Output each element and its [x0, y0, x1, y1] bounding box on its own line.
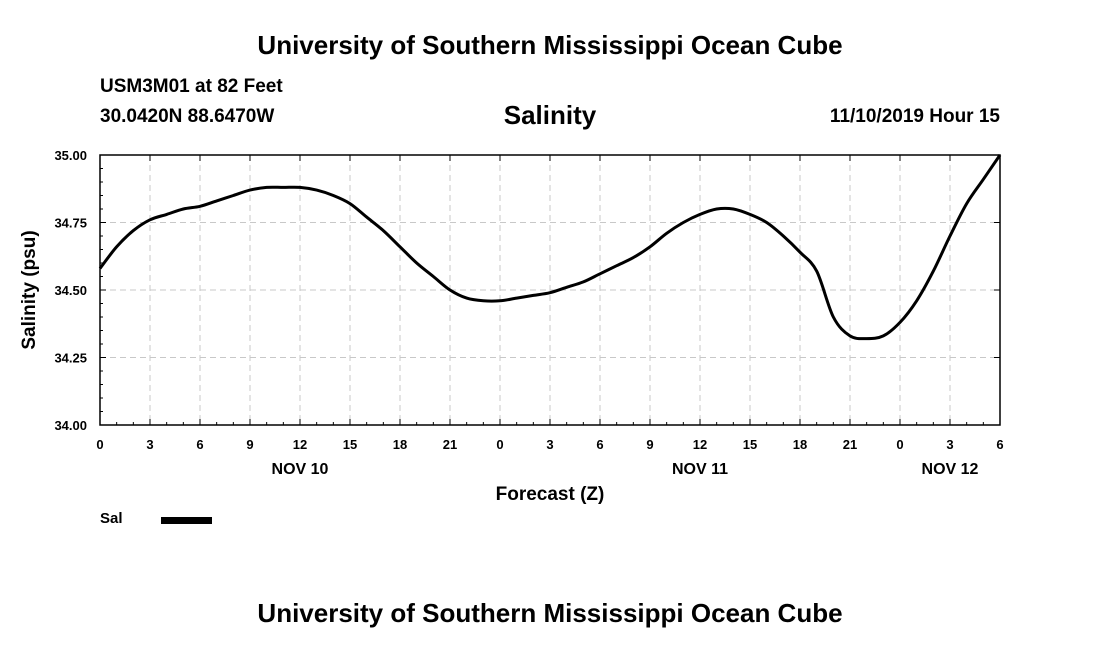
x-tick-label: 12 — [293, 437, 307, 452]
valid-time: 11/10/2019 Hour 15 — [829, 106, 1000, 127]
date-label: NOV 10 — [272, 461, 329, 478]
x-tick-label: 15 — [743, 437, 757, 452]
x-axis-label: Forecast (Z) — [496, 484, 605, 505]
y-axis-label: Salinity (psu) — [19, 230, 40, 349]
y-tick-label: 35.00 — [54, 148, 87, 163]
legend-label: Sal — [100, 510, 123, 527]
y-tick-label: 34.75 — [54, 216, 87, 231]
x-tick-label: 21 — [843, 437, 857, 452]
station-label: USM3M01 at 82 Feet — [100, 76, 283, 97]
x-tick-label: 3 — [146, 437, 153, 452]
x-tick-label: 6 — [196, 437, 203, 452]
x-tick-label: 3 — [946, 437, 953, 452]
x-tick-label: 12 — [693, 437, 707, 452]
y-tick-label: 34.25 — [54, 351, 87, 366]
date-label: NOV 12 — [922, 461, 979, 478]
date-label: NOV 11 — [672, 461, 728, 478]
x-tick-label: 6 — [996, 437, 1003, 452]
x-tick-label: 0 — [496, 437, 503, 452]
footer-title: University of Southern Mississippi Ocean… — [257, 598, 843, 628]
x-tick-label: 18 — [793, 437, 807, 452]
series-line-sal — [98, 154, 1002, 341]
station-coordinates: 30.0420N 88.6470W — [100, 106, 275, 127]
y-tick-label: 34.50 — [54, 283, 87, 298]
x-tick-label: 0 — [896, 437, 903, 452]
y-tick-label: 34.00 — [54, 418, 87, 433]
x-tick-label: 0 — [96, 437, 103, 452]
x-tick-label: 9 — [646, 437, 653, 452]
x-tick-label: 3 — [546, 437, 553, 452]
x-tick-label: 9 — [246, 437, 253, 452]
legend-swatch — [161, 517, 212, 524]
chart-title: Salinity — [503, 100, 597, 130]
page-title: University of Southern Mississippi Ocean… — [257, 30, 843, 60]
x-tick-label: 6 — [596, 437, 603, 452]
x-tick-label: 15 — [343, 437, 357, 452]
x-tick-label: 21 — [443, 437, 457, 452]
x-tick-label: 18 — [393, 437, 407, 452]
